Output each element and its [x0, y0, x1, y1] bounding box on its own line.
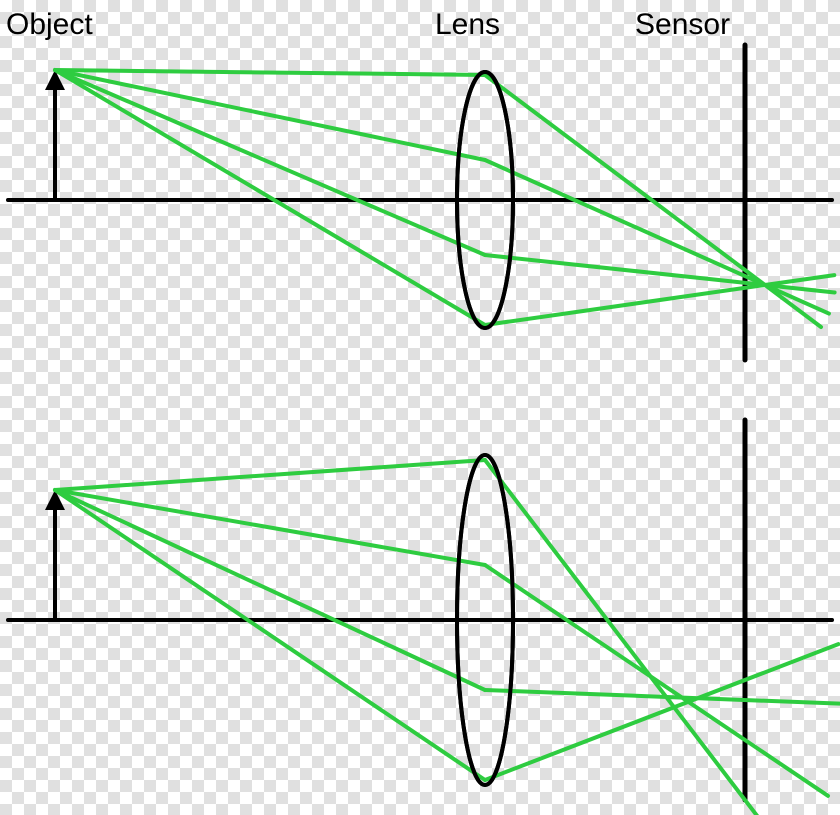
top-ray-0-in	[55, 70, 485, 75]
top-ray-3-in	[55, 70, 485, 325]
bot-ray-3-in	[55, 490, 485, 780]
top-ray-1-in	[55, 70, 485, 160]
bot-ray-3-out	[485, 644, 838, 780]
diagram-svg	[0, 0, 840, 815]
top-ray-2-out	[485, 255, 835, 292]
top-ray-2-in	[55, 70, 485, 255]
bot-ray-1-in	[55, 490, 485, 565]
top-ray-1-out	[485, 160, 829, 314]
bot-ray-2-in	[55, 490, 485, 690]
bot-ray-0-in	[55, 460, 485, 490]
optics-diagram: Object Lens Sensor	[0, 0, 840, 815]
